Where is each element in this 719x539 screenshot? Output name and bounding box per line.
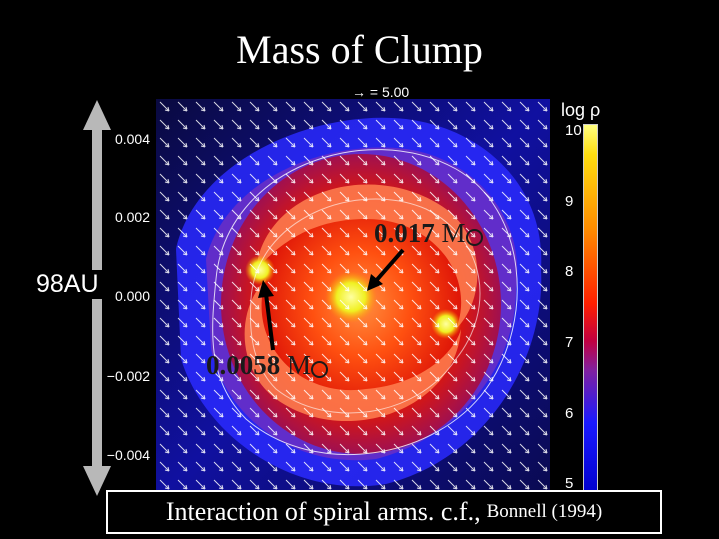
caption-box: Interaction of spiral arms. c.f., Bonnel… [106, 490, 662, 534]
caption-reference: Bonnell (1994) [486, 501, 603, 522]
colorbar-tick: 8 [565, 263, 574, 280]
colorbar-tick: 10 [565, 122, 582, 139]
y-tick-label: 0.000 [114, 288, 150, 304]
sun-symbol-icon [465, 229, 483, 246]
y-tick-label: −0.004 [106, 447, 150, 463]
y-tick-label: −0.002 [106, 368, 150, 384]
sun-symbol-icon [311, 361, 329, 378]
colorbar-tick: 6 [565, 405, 574, 422]
vector-scale-label: → = 5.00 [352, 84, 410, 100]
y-tick-label: 0.002 [114, 209, 150, 225]
clump-mass-value: 0.017 [374, 218, 435, 248]
slide-title: Mass of Clump [236, 27, 483, 72]
arrow-to-left-clump [258, 280, 275, 351]
clump-mass-unit: M [287, 350, 312, 380]
clump-mass-value: 0.0058 [206, 350, 281, 380]
y-tick-label: 0.004 [114, 131, 150, 147]
arrow-to-central-clump [367, 248, 405, 291]
colorbar-title: log ρ [561, 100, 601, 120]
colorbar-tick: 9 [565, 193, 574, 210]
density-map [156, 99, 550, 499]
caption-text: Interaction of spiral arms. c.f., [165, 497, 481, 526]
clump-mass-label: 0.0058 M [206, 350, 329, 381]
colorbar-tick: 5 [565, 475, 574, 492]
colorbar-tick: 7 [565, 334, 574, 351]
colorbar [583, 124, 598, 498]
clump-mass-unit: M [441, 218, 466, 248]
clump-mass-label: 0.017 M [374, 218, 483, 249]
scale-label: 98AU [32, 270, 103, 299]
